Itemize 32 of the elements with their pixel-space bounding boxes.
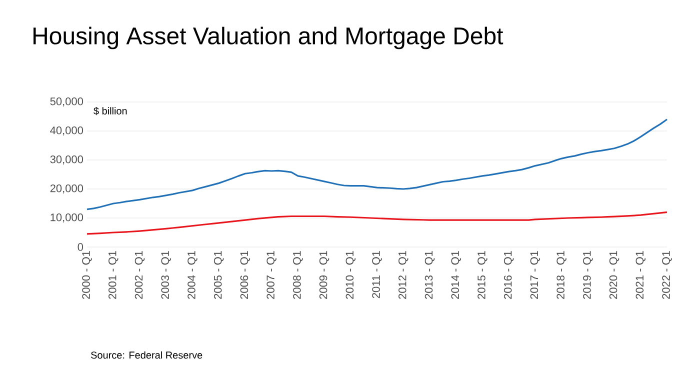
x-tick-label: 2022 - Q1 [662,251,672,299]
x-tick-label: 2006 - Q1 [240,251,250,299]
x-tick-label: 2017 - Q1 [530,251,540,299]
x-tick-label: 2000 - Q1 [82,251,92,299]
y-tick-label: 20,000 [50,184,84,194]
x-tick-label: 2019 - Q1 [583,251,593,299]
x-tick-label: 2011 - Q1 [372,251,382,298]
y-tick-label: 10,000 [50,213,84,223]
source-note: Source: Federal Reserve [90,351,202,359]
y-tick-label: 0 [78,243,84,251]
x-tick-label: 2016 - Q1 [504,251,514,299]
y-tick-label: 40,000 [50,126,84,136]
annotation: $ billion [94,106,127,116]
x-tick-label: 2007 - Q1 [266,251,276,299]
x-tick-label: 2009 - Q1 [319,251,330,299]
y-tick-label: 50,000 [50,97,84,107]
x-tick-label: 2020 - Q1 [609,251,620,299]
x-tick-label: 2018 - Q1 [556,251,566,299]
x-tick-label: 2003 - Q1 [161,251,171,299]
x-tick-label: 2010 - Q1 [346,251,356,299]
x-tick-label: 2013 - Q1 [424,251,435,299]
x-tick-label: 2008 - Q1 [293,251,303,299]
x-tick-label: 2001 - Q1 [108,251,118,299]
x-tick-label: 2002 - Q1 [134,251,145,299]
y-tick-label: 30,000 [50,155,84,165]
x-tick-label: 2005 - Q1 [214,251,224,299]
x-tick-label: 2012 - Q1 [398,251,408,299]
chart-title: Housing Asset Valuation and Mortgage Debt [34,26,504,50]
x-tick-label: 2015 - Q1 [478,251,488,299]
x-tick-label: 2014 - Q1 [451,251,461,299]
x-tick-label: 2004 - Q1 [188,251,198,299]
x-tick-label: 2021 - Q1 [636,251,646,299]
